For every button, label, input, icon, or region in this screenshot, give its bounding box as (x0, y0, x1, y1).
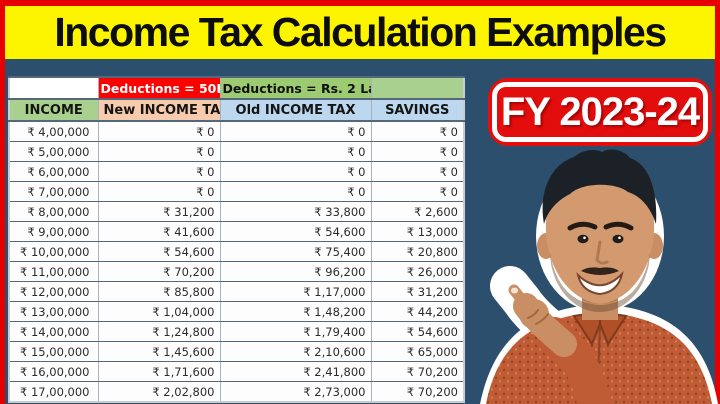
old-tax-cell: ₹ 33,800 (219, 201, 372, 222)
savings-cell: ₹ 31,200 (370, 281, 465, 302)
table-body: ₹ 4,00,000 ₹ 0 ₹ 0 ₹ 0 ₹ 5,00,000 ₹ 0 ₹ … (8, 120, 465, 403)
new-tax-cell: ₹ 1,24,800 (97, 321, 221, 342)
new-tax-cell: ₹ 2,02,800 (97, 381, 221, 403)
table-row: ₹ 17,00,000 ₹ 2,02,800 ₹ 2,73,000 ₹ 70,2… (8, 381, 465, 403)
income-cell: ₹ 6,00,000 (8, 161, 99, 182)
income-cell: ₹ 7,00,000 (8, 181, 99, 202)
table-row: ₹ 4,00,000 ₹ 0 ₹ 0 ₹ 0 (8, 120, 465, 142)
savings-cell: ₹ 2,600 (370, 201, 465, 222)
new-tax-cell: ₹ 70,200 (97, 261, 221, 282)
table-row: ₹ 5,00,000 ₹ 0 ₹ 0 ₹ 0 (8, 141, 465, 162)
title-banner: Income Tax Calculation Examples (5, 6, 715, 59)
hair (542, 149, 657, 224)
savings-cell: ₹ 44,200 (370, 301, 465, 322)
tax-table: Deductions = 50K Deductions = Rs. 2 Lacs… (8, 76, 465, 403)
page-title: Income Tax Calculation Examples (54, 9, 667, 55)
savings-cell: ₹ 54,600 (370, 321, 465, 342)
old-tax-cell: ₹ 0 (219, 161, 372, 182)
old-tax-cell: ₹ 0 (219, 181, 372, 202)
savings-cell: ₹ 70,200 (370, 381, 465, 403)
column-header-new-income-tax: New INCOME TAX (97, 98, 221, 122)
savings-cell: ₹ 70,200 (370, 361, 465, 382)
frame-border-top (0, 0, 720, 6)
table-row: ₹ 6,00,000 ₹ 0 ₹ 0 ₹ 0 (8, 161, 465, 182)
new-tax-cell: ₹ 41,600 (97, 221, 221, 242)
new-tax-cell: ₹ 1,71,600 (97, 361, 221, 382)
new-tax-cell: ₹ 1,45,600 (97, 341, 221, 362)
old-tax-cell: ₹ 1,17,000 (219, 281, 372, 302)
new-tax-cell: ₹ 0 (97, 181, 221, 202)
old-tax-cell: ₹ 2,41,800 (219, 361, 372, 382)
new-regime-deductions-header: Deductions = 50K (97, 76, 221, 100)
income-cell: ₹ 10,00,000 (8, 241, 99, 262)
deductions-header-row: Deductions = 50K Deductions = Rs. 2 Lacs (8, 76, 465, 100)
table-row: ₹ 11,00,000 ₹ 70,200 ₹ 96,200 ₹ 26,000 (8, 261, 465, 282)
new-tax-cell: ₹ 0 (97, 120, 221, 142)
column-header-old-income-tax: Old INCOME TAX (219, 98, 372, 122)
new-tax-cell: ₹ 1,04,000 (97, 301, 221, 322)
savings-cell: ₹ 13,000 (370, 221, 465, 242)
savings-cell: ₹ 0 (370, 181, 465, 202)
blank-header-cell (8, 76, 99, 100)
column-header-savings: SAVINGS (370, 98, 465, 122)
old-tax-cell: ₹ 2,73,000 (219, 381, 372, 403)
old-tax-cell: ₹ 1,79,400 (219, 321, 372, 342)
pointing-arm (508, 284, 611, 404)
new-tax-cell: ₹ 85,800 (97, 281, 221, 302)
person-pointing-cutout (480, 149, 718, 404)
income-cell: ₹ 9,00,000 (8, 221, 99, 242)
savings-cell: ₹ 0 (370, 120, 465, 142)
frame-border-left (0, 0, 5, 404)
income-cell: ₹ 16,00,000 (8, 361, 99, 382)
table-row: ₹ 7,00,000 ₹ 0 ₹ 0 ₹ 0 (8, 181, 465, 202)
old-regime-deductions-header: Deductions = Rs. 2 Lacs (219, 76, 372, 100)
old-tax-cell: ₹ 0 (219, 141, 372, 162)
new-tax-cell: ₹ 54,600 (97, 241, 221, 262)
old-tax-cell: ₹ 75,400 (219, 241, 372, 262)
income-cell: ₹ 12,00,000 (8, 281, 99, 302)
income-cell: ₹ 17,00,000 (8, 381, 99, 403)
old-tax-cell: ₹ 0 (219, 120, 372, 142)
savings-cell: ₹ 20,800 (370, 241, 465, 262)
face (537, 149, 663, 312)
fy-year-label: FY 2023-24 (500, 89, 700, 134)
savings-cell: ₹ 0 (370, 141, 465, 162)
table-row: ₹ 8,00,000 ₹ 31,200 ₹ 33,800 ₹ 2,600 (8, 201, 465, 222)
table-row: ₹ 15,00,000 ₹ 1,45,600 ₹ 2,10,600 ₹ 65,0… (8, 341, 465, 362)
new-tax-cell: ₹ 0 (97, 141, 221, 162)
table-row: ₹ 13,00,000 ₹ 1,04,000 ₹ 1,48,200 ₹ 44,2… (8, 301, 465, 322)
income-cell: ₹ 8,00,000 (8, 201, 99, 222)
savings-cell: ₹ 26,000 (370, 261, 465, 282)
income-cell: ₹ 4,00,000 (8, 120, 99, 142)
savings-cell: ₹ 0 (370, 161, 465, 182)
income-cell: ₹ 5,00,000 (8, 141, 99, 162)
table-row: ₹ 10,00,000 ₹ 54,600 ₹ 75,400 ₹ 20,800 (8, 241, 465, 262)
frame-border-right (715, 0, 720, 404)
fingernail (510, 287, 519, 294)
column-header-row: INCOME New INCOME TAX Old INCOME TAX SAV… (8, 98, 465, 122)
table-row: ₹ 14,00,000 ₹ 1,24,800 ₹ 1,79,400 ₹ 54,6… (8, 321, 465, 342)
old-tax-cell: ₹ 1,48,200 (219, 301, 372, 322)
old-tax-cell: ₹ 96,200 (219, 261, 372, 282)
table-row: ₹ 12,00,000 ₹ 85,800 ₹ 1,17,000 ₹ 31,200 (8, 281, 465, 302)
income-cell: ₹ 14,00,000 (8, 321, 99, 342)
income-cell: ₹ 11,00,000 (8, 261, 99, 282)
savings-cell: ₹ 65,000 (370, 341, 465, 362)
column-header-income: INCOME (8, 98, 99, 122)
blank-header-cell (370, 76, 465, 100)
new-tax-cell: ₹ 0 (97, 161, 221, 182)
old-tax-cell: ₹ 54,600 (219, 221, 372, 242)
income-cell: ₹ 13,00,000 (8, 301, 99, 322)
fy-year-badge: FY 2023-24 (488, 78, 712, 146)
tax-table-container: Deductions = 50K Deductions = Rs. 2 Lacs… (8, 76, 465, 403)
table-row: ₹ 9,00,000 ₹ 41,600 ₹ 54,600 ₹ 13,000 (8, 221, 465, 242)
old-tax-cell: ₹ 2,10,600 (219, 341, 372, 362)
fy-year-badge-inner: FY 2023-24 (492, 82, 708, 142)
new-tax-cell: ₹ 31,200 (97, 201, 221, 222)
income-cell: ₹ 15,00,000 (8, 341, 99, 362)
smile (576, 270, 624, 296)
table-row: ₹ 16,00,000 ₹ 1,71,600 ₹ 2,41,800 ₹ 70,2… (8, 361, 465, 382)
